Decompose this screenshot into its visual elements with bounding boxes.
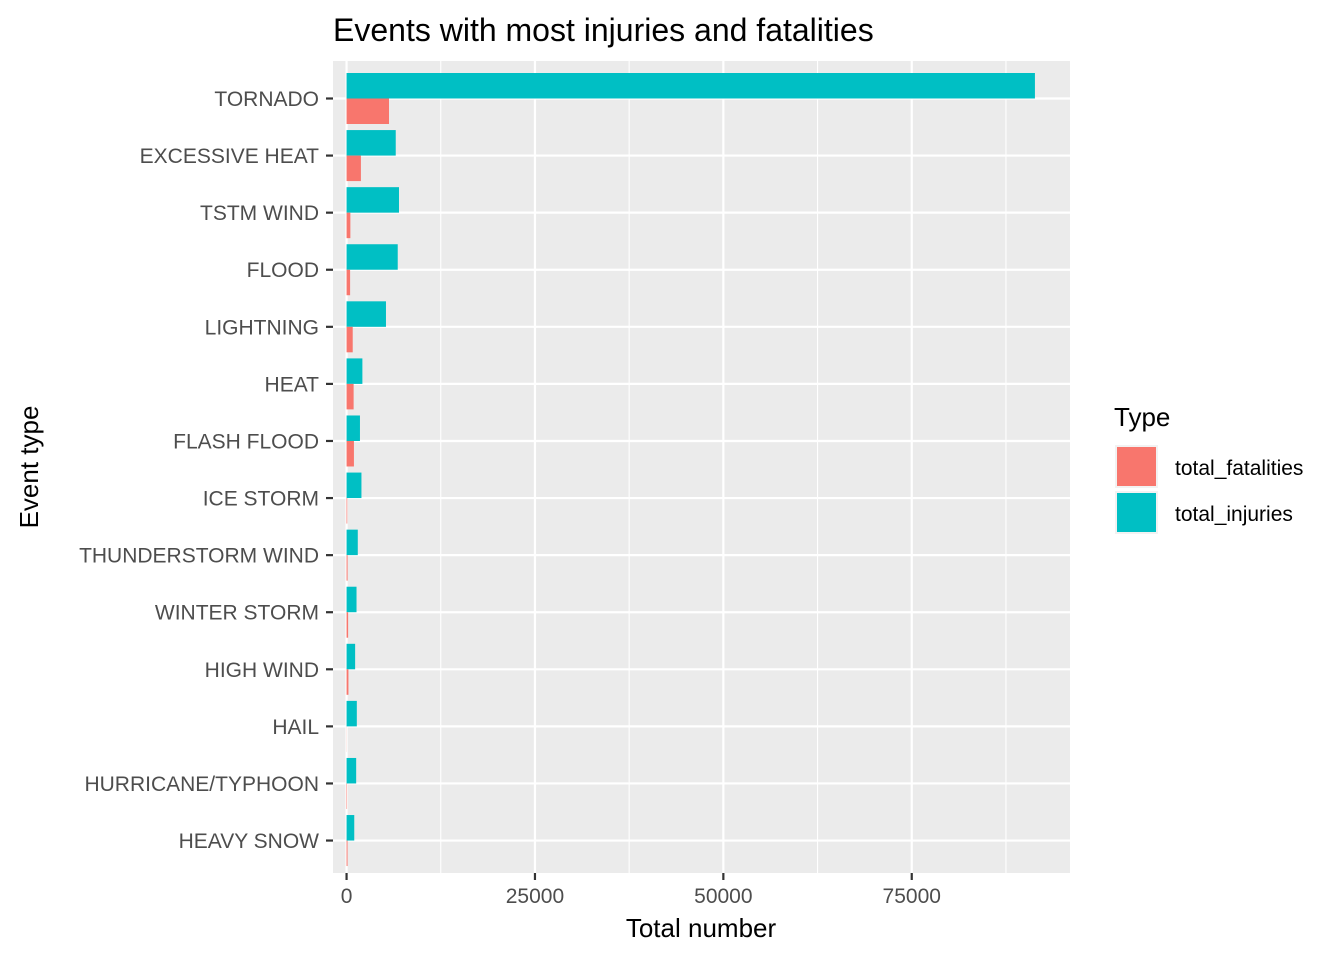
grid-lines xyxy=(333,61,1070,873)
y-tick-label: THUNDERSTORM WIND xyxy=(79,545,319,568)
y-tick-label: FLOOD xyxy=(247,259,319,282)
bar-fatalities xyxy=(346,840,348,867)
y-tick-label: HEAT xyxy=(265,373,320,396)
y-tick-label: LIGHTNING xyxy=(205,316,319,339)
legend-swatch xyxy=(1117,493,1156,532)
bar-injuries xyxy=(346,700,357,727)
y-tick-label: WINTER STORM xyxy=(155,602,319,625)
bar-injuries xyxy=(346,358,363,384)
bar-fatalities xyxy=(346,440,354,467)
bar-fatalities xyxy=(346,383,354,410)
y-tick-label: HEAVY SNOW xyxy=(179,830,320,853)
y-axis-title: Event type xyxy=(14,406,44,529)
bar-fatalities xyxy=(346,155,361,182)
chart-title: Events with most injuries and fatalities xyxy=(333,12,874,48)
bar-fatalities xyxy=(346,212,351,239)
y-tick-label: TSTM WIND xyxy=(200,202,319,225)
y-tick-label: EXCESSIVE HEAT xyxy=(140,145,320,168)
bar-injuries xyxy=(346,187,399,213)
bar-fatalities xyxy=(346,612,349,638)
bar-injuries xyxy=(346,301,386,327)
bar-injuries xyxy=(346,643,356,670)
x-tick-label: 0 xyxy=(341,885,353,908)
x-tick-label: 25000 xyxy=(506,885,564,908)
bar-injuries xyxy=(346,529,358,556)
bar-injuries xyxy=(346,130,396,156)
x-axis-title: Total number xyxy=(626,913,777,943)
bar-fatalities xyxy=(346,98,390,124)
bar-injuries xyxy=(346,586,357,613)
bar-injuries xyxy=(346,244,398,270)
bar-injuries xyxy=(346,73,1035,99)
bar-fatalities xyxy=(346,498,348,524)
legend-title: Type xyxy=(1114,402,1170,432)
plot-panel xyxy=(333,61,1070,873)
y-tick-label: FLASH FLOOD xyxy=(173,430,319,453)
y-axis: TORNADO EXCESSIVE HEAT TSTM WIND FLOOD LIGHT… xyxy=(79,88,333,853)
x-tick-label: 75000 xyxy=(883,885,941,908)
bar-injuries xyxy=(346,815,355,841)
bar-fatalities xyxy=(346,326,353,353)
y-tick-label: ICE STORM xyxy=(203,488,319,511)
x-tick-label: 50000 xyxy=(694,885,752,908)
bar-fatalities xyxy=(346,269,351,296)
y-tick-label: HAIL xyxy=(272,716,319,739)
legend: Type total_fatalities total_injuries xyxy=(1114,402,1303,534)
y-tick-label: HIGH WIND xyxy=(205,659,319,682)
legend-label: total_fatalities xyxy=(1175,457,1303,480)
bar-injuries xyxy=(346,415,360,441)
bar-injuries xyxy=(346,472,362,499)
bar-fatalities xyxy=(346,669,349,695)
y-tick-label: HURRICANE/TYPHOON xyxy=(84,773,319,796)
legend-label: total_injuries xyxy=(1175,503,1293,526)
bar-injuries xyxy=(346,757,357,784)
bars xyxy=(346,73,1035,867)
bar-fatalities xyxy=(346,555,348,581)
x-axis: 0 25000 50000 75000 xyxy=(341,873,941,908)
y-tick-label: TORNADO xyxy=(214,88,319,111)
legend-swatch xyxy=(1117,447,1156,486)
